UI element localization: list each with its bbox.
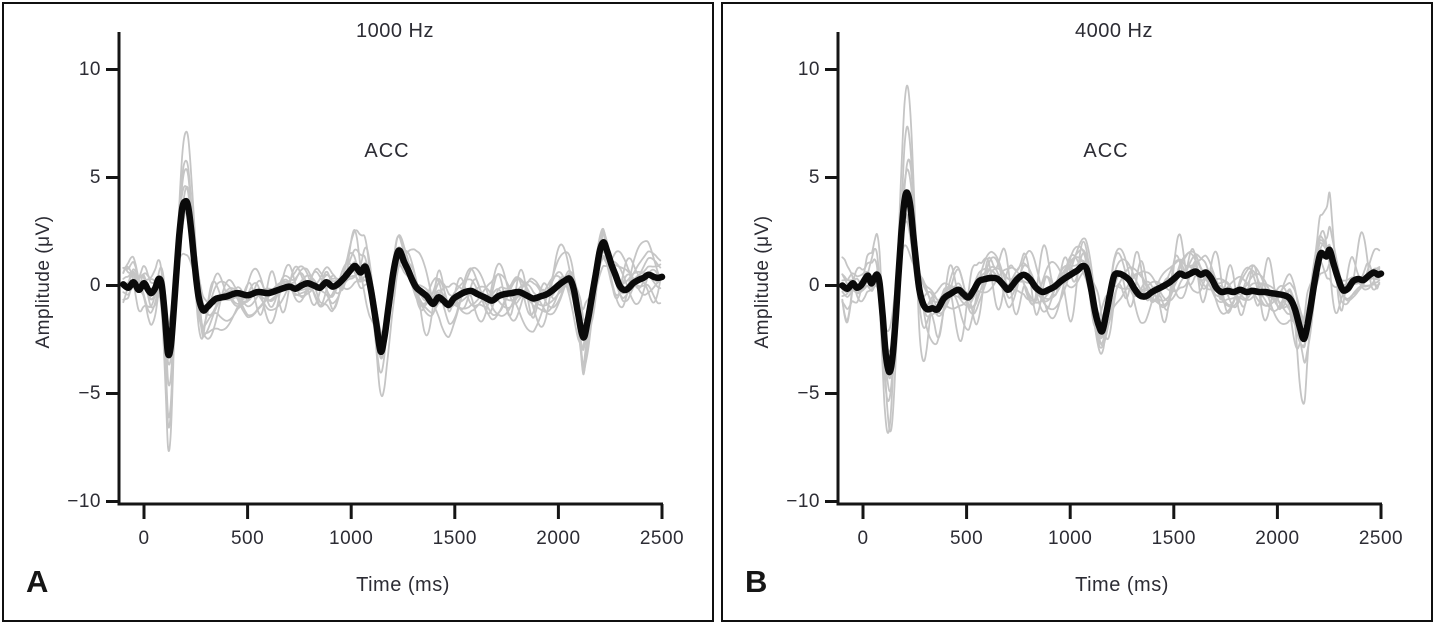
mean-waveform xyxy=(839,189,1385,376)
x-tick-label: 1000 xyxy=(329,528,374,549)
y-tick-label: 0 xyxy=(89,274,101,296)
x-tick-label: 2500 xyxy=(1358,528,1404,549)
y-tick-label: 5 xyxy=(89,166,101,188)
y-tick-label: −5 xyxy=(78,382,101,404)
panel-b-letter: B xyxy=(745,564,769,599)
x-tick-label: 2000 xyxy=(536,528,581,549)
panel-b-acc-annotation: ACC xyxy=(1083,140,1129,162)
x-tick-label: 500 xyxy=(949,528,984,549)
individual-waveform xyxy=(841,214,1381,376)
x-tick-label: 1500 xyxy=(432,528,477,549)
panel-a-title: 1000 Hz xyxy=(356,20,434,42)
panel-b: 4000 Hz ACC Amplitude (μV) Time (ms) B 1… xyxy=(721,2,1433,622)
panel-a-letter: A xyxy=(26,564,50,599)
panel-a-x-axis-label: Time (ms) xyxy=(356,574,450,596)
x-tick-label: 1000 xyxy=(1048,528,1093,549)
y-tick-label: 10 xyxy=(78,58,101,80)
panel-b-x-axis-label: Time (ms) xyxy=(1075,574,1169,596)
x-tick-label: 0 xyxy=(138,528,150,549)
x-tick-label: 0 xyxy=(857,528,869,549)
x-tick-label: 2000 xyxy=(1255,528,1300,549)
y-tick-label: −10 xyxy=(786,490,820,512)
y-tick-label: 10 xyxy=(797,58,820,80)
y-tick-label: 5 xyxy=(808,166,820,188)
panel-a-acc-annotation: ACC xyxy=(364,140,410,162)
y-tick-label: −5 xyxy=(797,382,820,404)
x-tick-label: 500 xyxy=(230,528,265,549)
individual-waveform xyxy=(841,84,1381,434)
panel-a: 1000 Hz ACC Amplitude (μV) Time (ms) A 1… xyxy=(2,2,714,622)
panel-b-title: 4000 Hz xyxy=(1075,20,1153,42)
y-tick-label: 0 xyxy=(808,274,820,296)
x-tick-label: 2500 xyxy=(639,528,685,549)
mean-waveform xyxy=(120,197,666,359)
x-tick-label: 1500 xyxy=(1151,528,1196,549)
waveform-plot-a xyxy=(106,32,666,519)
y-tick-label: −10 xyxy=(67,490,101,512)
waveform-plot-b xyxy=(825,32,1385,519)
